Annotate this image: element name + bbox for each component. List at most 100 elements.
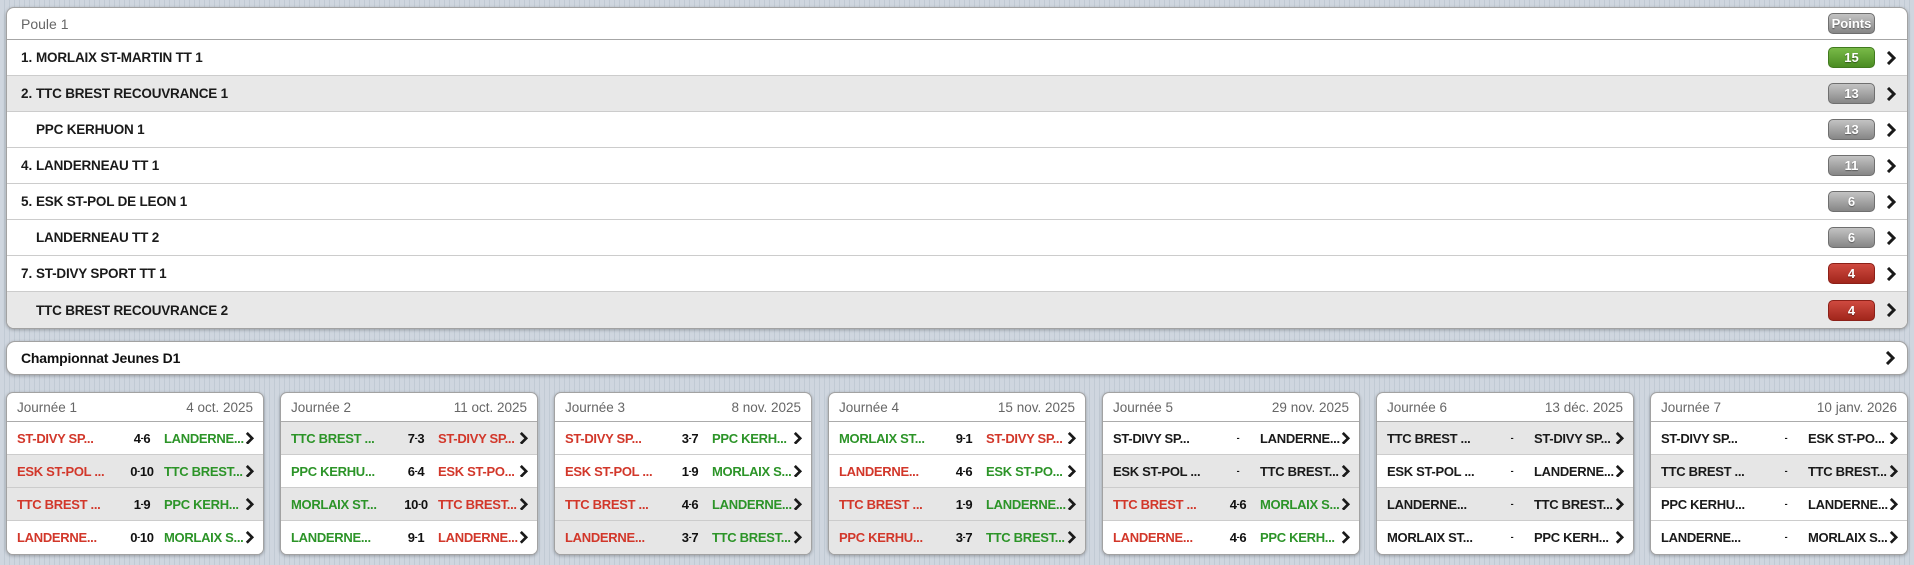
match-row[interactable]: TTC BREST ... 4-6 LANDERNE... — [555, 488, 811, 521]
points-badge: 13 — [1828, 119, 1875, 140]
away-team: ESK ST-PO... — [438, 463, 515, 479]
points-badge: 4 — [1828, 299, 1875, 321]
standings-row[interactable]: 5. ESK ST-POL DE LEON 1 6 — [7, 184, 1907, 220]
match-row[interactable]: TTC BREST ... 1-9 PPC KERH... — [7, 488, 263, 521]
match-row[interactable]: LANDERNE... 4-6 ESK ST-PO... — [829, 455, 1085, 488]
journee-header: Journée 5 29 nov. 2025 — [1103, 393, 1359, 422]
match-row[interactable]: TTC BREST ... 7-3 ST-DIVY SP... — [281, 422, 537, 455]
away-team: ESK ST-PO... — [1808, 430, 1885, 446]
rank-label: 5. — [21, 194, 33, 209]
away-team: LANDERNE... — [1534, 463, 1614, 479]
chevron-right-icon — [1875, 230, 1907, 245]
standings-row[interactable]: 7. ST-DIVY SPORT TT 1 4 — [7, 256, 1907, 292]
match-row[interactable]: PPC KERHU... 6-4 ESK ST-PO... — [281, 455, 537, 488]
standings-header: Poule 1 Points — [7, 8, 1907, 40]
match-score: - — [1510, 498, 1514, 509]
journee-card: Journée 1 4 oct. 2025 ST-DIVY SP... 4-6 LAND… — [6, 392, 264, 555]
match-score: - — [1784, 432, 1788, 443]
match-row[interactable]: LANDERNE... - MORLAIX S... — [1651, 521, 1907, 554]
match-row[interactable]: LANDERNE... - TTC BREST... — [1377, 488, 1633, 521]
away-team: ST-DIVY SP... — [438, 430, 515, 446]
home-team: ESK ST-POL ... — [1387, 463, 1475, 479]
match-row[interactable]: ESK ST-POL ... 0-10 TTC BREST... — [7, 455, 263, 488]
match-row[interactable]: MORLAIX ST... - PPC KERH... — [1377, 521, 1633, 554]
match-row[interactable]: ESK ST-POL ... - LANDERNE... — [1377, 455, 1633, 488]
home-team: MORLAIX ST... — [291, 496, 377, 512]
match-row[interactable]: LANDERNE... 0-10 MORLAIX S... — [7, 521, 263, 554]
home-team: ST-DIVY SP... — [1113, 430, 1190, 446]
journee-header: Journée 4 15 nov. 2025 — [829, 393, 1085, 422]
away-team: LANDERNE... — [438, 530, 518, 545]
match-row[interactable]: PPC KERHU... - LANDERNE... — [1651, 488, 1907, 521]
standings-row[interactable]: 1. MORLAIX ST-MARTIN TT 1 15 — [7, 40, 1907, 76]
chevron-right-icon — [1067, 464, 1076, 478]
match-row[interactable]: ST-DIVY SP... 3-7 PPC KERH... — [555, 422, 811, 455]
away-team: TTC BREST... — [1534, 496, 1613, 512]
match-row[interactable]: ESK ST-POL ... 1-9 MORLAIX S... — [555, 455, 811, 488]
home-team: TTC BREST ... — [565, 496, 649, 512]
match-row[interactable]: TTC BREST ... 4-6 MORLAIX S... — [1103, 488, 1359, 521]
poule-title: Poule 1 — [21, 15, 69, 32]
match-row[interactable]: ST-DIVY SP... 4-6 LANDERNE... — [7, 422, 263, 455]
chevron-right-icon — [1341, 431, 1350, 445]
away-team: LANDERNE... — [986, 496, 1066, 512]
match-row[interactable]: LANDERNE... 4-6 PPC KERH... — [1103, 521, 1359, 554]
match-score: 10-0 — [404, 496, 428, 512]
standings-rows: 1. MORLAIX ST-MARTIN TT 1 15 2. TTC BREST RE… — [7, 40, 1907, 328]
match-score: - — [1510, 432, 1514, 443]
chevron-right-icon — [1341, 531, 1350, 544]
chevron-right-icon — [1615, 497, 1624, 511]
chevron-right-icon — [1067, 497, 1076, 511]
journee-card: Journée 7 10 janv. 2026 ST-DIVY SP... - ESK … — [1650, 392, 1908, 555]
chevron-right-icon — [1067, 431, 1076, 445]
standings-row[interactable]: 2. TTC BREST RECOUVRANCE 1 13 — [7, 76, 1907, 112]
journee-header: Journée 2 11 oct. 2025 — [281, 393, 537, 422]
points-badge: 6 — [1828, 191, 1875, 212]
chevron-right-icon — [1067, 531, 1076, 544]
match-row[interactable]: LANDERNE... 9-1 LANDERNE... — [281, 521, 537, 554]
chevron-right-icon — [245, 531, 254, 544]
match-row[interactable]: ST-DIVY SP... - LANDERNE... — [1103, 422, 1359, 455]
match-row[interactable]: TTC BREST ... 1-9 LANDERNE... — [829, 488, 1085, 521]
home-team: TTC BREST ... — [291, 430, 375, 446]
chevron-right-icon — [1885, 351, 1895, 365]
home-team: LANDERNE... — [17, 530, 97, 545]
away-team: MORLAIX S... — [1808, 530, 1888, 545]
championnat-link-row[interactable]: Championnat Jeunes D1 — [6, 341, 1908, 375]
home-team: ST-DIVY SP... — [17, 430, 94, 446]
match-row[interactable]: TTC BREST ... - TTC BREST... — [1651, 455, 1907, 488]
journee-title: Journée 5 — [1113, 399, 1174, 415]
match-score: 7-3 — [407, 430, 425, 446]
match-row[interactable]: MORLAIX ST... 9-1 ST-DIVY SP... — [829, 422, 1085, 455]
standings-row[interactable]: TTC BREST RECOUVRANCE 2 4 — [7, 292, 1907, 328]
team-name: TTC BREST RECOUVRANCE 2 — [36, 302, 228, 318]
chevron-right-icon — [1615, 531, 1624, 544]
match-row[interactable]: MORLAIX ST... 10-0 TTC BREST... — [281, 488, 537, 521]
match-row[interactable]: TTC BREST ... - ST-DIVY SP... — [1377, 422, 1633, 455]
standings-row[interactable]: LANDERNEAU TT 2 6 — [7, 220, 1907, 256]
chevron-right-icon — [1341, 497, 1350, 511]
match-row[interactable]: ESK ST-POL ... - TTC BREST... — [1103, 455, 1359, 488]
journee-title: Journée 3 — [565, 399, 626, 415]
standings-row[interactable]: 4. LANDERNEAU TT 1 11 — [7, 148, 1907, 184]
journee-date: 4 oct. 2025 — [186, 399, 253, 415]
match-score: 4-6 — [1229, 530, 1247, 545]
away-team: ESK ST-PO... — [986, 463, 1063, 479]
home-team: TTC BREST ... — [17, 496, 101, 512]
home-team: LANDERNE... — [291, 530, 371, 545]
away-team: PPC KERH... — [164, 496, 239, 512]
standings-row[interactable]: PPC KERHUON 1 13 — [7, 112, 1907, 148]
match-row[interactable]: PPC KERHU... 3-7 TTC BREST... — [829, 521, 1085, 554]
journee-date: 10 janv. 2026 — [1816, 399, 1897, 415]
home-team: ST-DIVY SP... — [1661, 430, 1738, 446]
journee-date: 13 déc. 2025 — [1544, 399, 1623, 415]
home-team: TTC BREST ... — [839, 496, 923, 512]
away-team: PPC KERH... — [1534, 530, 1609, 545]
match-row[interactable]: ST-DIVY SP... - ESK ST-PO... — [1651, 422, 1907, 455]
journee-header: Journée 7 10 janv. 2026 — [1651, 393, 1907, 422]
team-name: ESK ST-POL DE LEON 1 — [36, 194, 188, 209]
chevron-right-icon — [1875, 86, 1907, 101]
journee-title: Journée 7 — [1661, 399, 1722, 415]
match-row[interactable]: LANDERNE... 3-7 TTC BREST... — [555, 521, 811, 554]
chevron-right-icon — [1875, 50, 1907, 65]
